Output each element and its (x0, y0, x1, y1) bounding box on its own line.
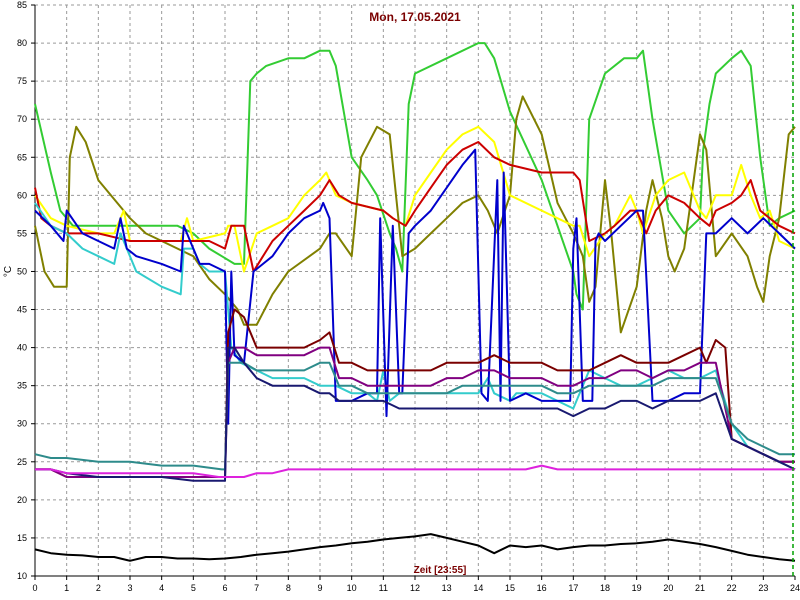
tick-labels: 0 1 2 3 4 5 6 7 8 9 10 11 12 13 14 15 16 17 18 19 20 21 22 23 24… (17, 0, 800, 593)
y-tick-label-2: 20 (17, 495, 27, 505)
x-tick-label-16: 16 (537, 583, 547, 593)
y-tick-label-7: 45 (17, 305, 27, 315)
x-tick-label-3: 3 (127, 583, 132, 593)
x-tick-label-5: 5 (191, 583, 196, 593)
y-tick-label-15: 85 (17, 0, 27, 10)
x-tick-label-4: 4 (159, 583, 164, 593)
x-tick-label-8: 8 (286, 583, 291, 593)
y-tick-label-3: 25 (17, 457, 27, 467)
x-tick-label-23: 23 (758, 583, 768, 593)
y-tick-label-5: 35 (17, 381, 27, 391)
x-tick-label-14: 14 (473, 583, 483, 593)
x-tick-label-10: 10 (347, 583, 357, 593)
x-tick-label-7: 7 (254, 583, 259, 593)
series-line-9 (35, 346, 796, 482)
y-tick-label-14: 80 (17, 38, 27, 48)
x-tick-label-2: 2 (96, 583, 101, 593)
x-tick-label-22: 22 (727, 583, 737, 593)
grid (35, 4, 795, 576)
series-line-0 (34, 42, 796, 311)
time-label: Zeit [23:55] (414, 565, 467, 576)
y-tick-label-0: 10 (17, 571, 27, 581)
y-tick-label-13: 75 (17, 76, 27, 86)
series-line-11 (34, 533, 796, 562)
x-tick-label-18: 18 (600, 583, 610, 593)
series-line-1 (34, 95, 796, 334)
x-tick-label-12: 12 (410, 583, 420, 593)
y-tick-label-1: 15 (17, 533, 27, 543)
x-tick-label-11: 11 (379, 583, 388, 593)
series-line-2 (34, 125, 796, 273)
x-tick-label-24: 24 (790, 583, 800, 593)
y-tick-label-10: 60 (17, 190, 27, 200)
y-tick-label-11: 65 (17, 152, 27, 162)
x-tick-label-15: 15 (505, 583, 515, 593)
x-tick-label-19: 19 (632, 583, 642, 593)
series-line-10 (35, 464, 795, 478)
y-tick-label-4: 30 (17, 419, 27, 429)
y-tick-label-6: 40 (17, 343, 27, 353)
x-tick-label-17: 17 (568, 583, 578, 593)
x-tick-label-20: 20 (663, 583, 673, 593)
series-group (34, 42, 796, 562)
series-line-3 (34, 141, 796, 273)
x-tick-label-13: 13 (442, 583, 452, 593)
y-tick-label-9: 55 (17, 228, 27, 238)
x-tick-label-0: 0 (32, 583, 37, 593)
x-tick-label-6: 6 (222, 583, 227, 593)
y-tick-label-8: 50 (17, 266, 27, 276)
y-tick-label-12: 70 (17, 114, 27, 124)
chart-title: Mon, 17.05.2021 (369, 10, 461, 24)
x-tick-label-21: 21 (695, 583, 705, 593)
x-tick-label-1: 1 (64, 583, 69, 593)
y-axis-label: °C (3, 266, 14, 277)
x-tick-label-9: 9 (317, 583, 322, 593)
